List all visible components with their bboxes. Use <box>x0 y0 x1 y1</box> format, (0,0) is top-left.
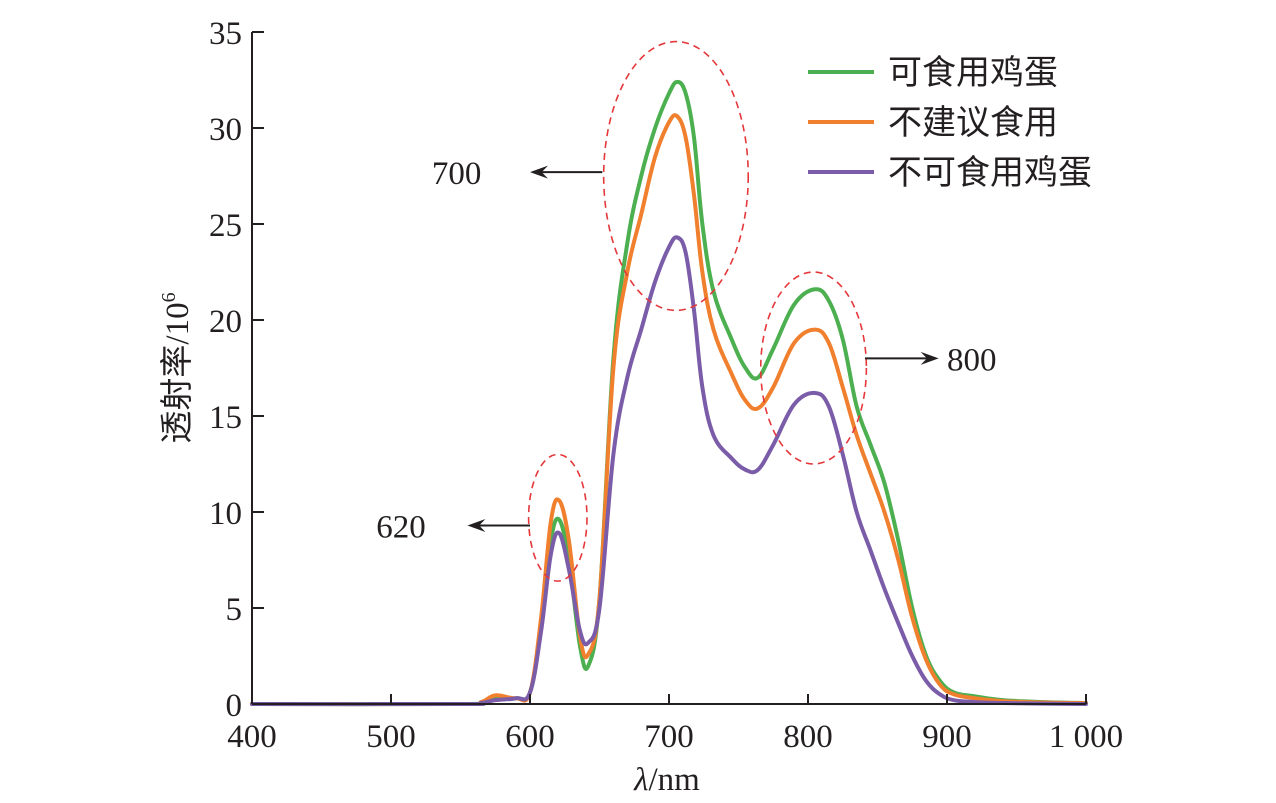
annotation-label-800: 800 <box>947 342 997 378</box>
x-tick-label: 700 <box>644 719 694 755</box>
x-tick-label: 400 <box>227 719 277 755</box>
annotation-label-620: 620 <box>376 509 426 545</box>
y-tick-label: 35 <box>209 16 242 52</box>
y-tick-label: 10 <box>209 496 242 532</box>
y-tick-label: 30 <box>209 112 242 148</box>
y-tick-label: 15 <box>209 400 242 436</box>
legend-label-1: 可食用鸡蛋 <box>888 54 1058 92</box>
annotation-arrowhead-620 <box>467 518 486 532</box>
series-layer <box>250 79 1088 707</box>
axes: 400 500 600 700 800 900 1 000 0 5 10 15 20 25 30 35 <box>209 16 1123 755</box>
legend-label-2: 不建议食用 <box>888 104 1058 142</box>
x-tick-label: 500 <box>366 719 416 755</box>
y-axis-title: 透射率/106 <box>158 292 196 443</box>
y-tick-label: 25 <box>209 208 242 244</box>
x-tick-label: 600 <box>505 719 555 755</box>
annotation-ellipse-800 <box>759 271 868 465</box>
x-tick-label: 900 <box>922 719 972 755</box>
annotation-arrowhead-800 <box>920 351 939 365</box>
annotation-arrowhead-700 <box>530 165 548 179</box>
x-tick-label: 800 <box>783 719 833 755</box>
y-tick-label: 0 <box>226 688 243 724</box>
series-line-3 <box>250 235 1088 707</box>
y-tick-label: 5 <box>226 592 243 628</box>
x-axis-title: λ/nm <box>633 762 700 798</box>
annotation-layer: 620 700 800 <box>376 40 997 582</box>
series-line-2 <box>250 113 1088 707</box>
annotation-ellipse-620 <box>527 453 588 582</box>
x-tick-label: 1 000 <box>1049 719 1123 755</box>
x-axis-ticks: 400 500 600 700 800 900 1 000 <box>227 694 1123 755</box>
annotation-label-700: 700 <box>432 156 482 192</box>
annotation-ellipse-700 <box>602 40 750 312</box>
y-tick-label: 20 <box>209 304 242 340</box>
y-axis-ticks: 0 5 10 15 20 25 30 35 <box>209 16 264 724</box>
legend-label-3: 不可食用鸡蛋 <box>888 154 1092 192</box>
